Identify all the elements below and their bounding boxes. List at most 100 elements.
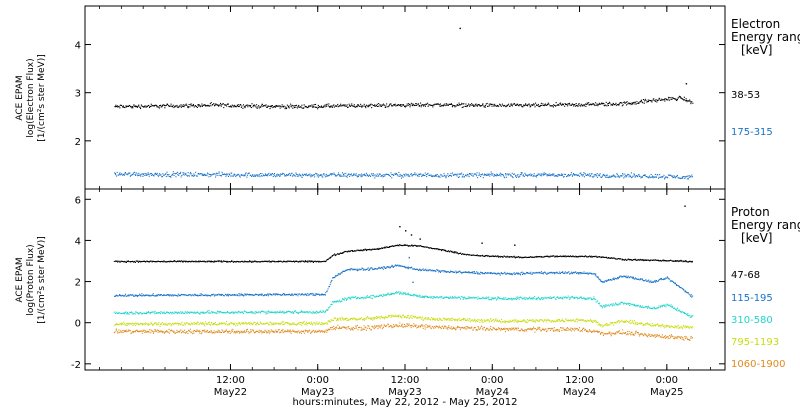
data-point xyxy=(538,296,540,298)
data-point xyxy=(224,260,226,262)
data-point xyxy=(337,274,339,276)
data-point xyxy=(647,99,649,101)
data-point xyxy=(508,103,510,105)
data-point xyxy=(330,256,332,258)
data-point xyxy=(510,103,512,105)
data-point xyxy=(123,106,125,108)
data-point xyxy=(581,105,583,107)
data-point xyxy=(248,104,250,106)
data-point xyxy=(661,305,663,307)
data-point xyxy=(268,260,270,262)
data-point xyxy=(157,294,159,296)
data-point xyxy=(215,103,217,105)
data-point xyxy=(578,104,580,106)
data-point xyxy=(686,291,688,293)
data-point xyxy=(640,177,642,179)
data-point xyxy=(337,253,339,255)
data-point xyxy=(408,103,410,105)
data-point xyxy=(367,175,369,177)
data-point xyxy=(421,269,423,271)
data-point xyxy=(162,176,164,178)
data-point xyxy=(610,257,612,259)
data-point xyxy=(540,173,542,175)
data-point xyxy=(304,294,306,296)
data-point xyxy=(692,295,694,297)
data-point xyxy=(616,303,618,305)
data-point xyxy=(582,105,584,107)
data-point xyxy=(140,175,142,177)
data-point xyxy=(233,174,235,176)
data-point xyxy=(433,175,435,177)
data-point xyxy=(623,275,625,277)
data-point xyxy=(229,312,231,314)
data-point xyxy=(535,175,537,177)
data-point xyxy=(166,324,168,326)
data-point xyxy=(122,261,124,263)
data-point xyxy=(397,174,399,176)
data-point xyxy=(150,294,152,296)
data-point xyxy=(586,102,588,104)
data-point xyxy=(491,297,493,299)
data-point xyxy=(691,261,693,263)
data-point xyxy=(145,174,147,176)
data-point xyxy=(205,311,207,313)
data-point xyxy=(614,176,616,178)
data-point xyxy=(661,260,663,262)
data-point xyxy=(152,260,154,262)
data-point xyxy=(287,105,289,107)
data-point xyxy=(544,255,546,257)
data-point xyxy=(621,102,623,104)
data-point xyxy=(576,256,578,258)
data-point xyxy=(282,323,284,325)
data-point xyxy=(559,297,561,299)
data-point xyxy=(662,99,664,101)
data-point xyxy=(529,104,531,106)
data-point xyxy=(430,247,432,249)
data-point xyxy=(298,313,300,315)
data-point xyxy=(487,105,489,107)
data-point xyxy=(227,261,229,263)
data-point xyxy=(681,311,683,313)
data-point xyxy=(329,305,331,307)
data-point xyxy=(239,295,241,297)
data-point xyxy=(493,272,495,274)
data-point xyxy=(201,173,203,175)
data-point xyxy=(397,264,399,266)
data-point xyxy=(385,267,387,269)
data-point xyxy=(181,294,183,296)
data-point xyxy=(553,173,555,175)
data-point xyxy=(229,106,231,108)
data-point xyxy=(113,311,115,313)
data-point xyxy=(625,277,627,279)
data-point xyxy=(327,258,329,260)
data-point xyxy=(480,176,482,178)
data-point xyxy=(568,103,570,105)
data-point xyxy=(409,267,411,269)
data-point xyxy=(420,296,422,298)
data-point xyxy=(312,312,314,314)
data-point xyxy=(639,306,641,308)
data-point xyxy=(625,275,627,277)
data-point xyxy=(343,270,345,272)
data-point xyxy=(215,312,217,314)
data-point xyxy=(324,174,326,176)
data-point xyxy=(141,105,143,107)
data-point xyxy=(173,313,175,315)
data-point xyxy=(561,298,563,300)
data-point xyxy=(170,176,172,178)
data-point xyxy=(531,104,533,106)
data-point xyxy=(637,102,639,104)
data-point xyxy=(423,295,425,297)
electron-legend-title-line2: Energy ranges xyxy=(731,30,800,44)
data-point xyxy=(432,106,434,108)
data-point xyxy=(235,311,237,313)
data-point xyxy=(465,271,467,273)
data-point xyxy=(296,312,298,314)
data-point xyxy=(478,298,480,300)
data-point xyxy=(170,105,172,107)
data-point xyxy=(296,260,298,262)
data-point xyxy=(226,174,228,176)
proton-ylabel-line1: ACE EPAM xyxy=(15,257,25,302)
data-point xyxy=(543,174,545,176)
data-point xyxy=(197,321,199,323)
